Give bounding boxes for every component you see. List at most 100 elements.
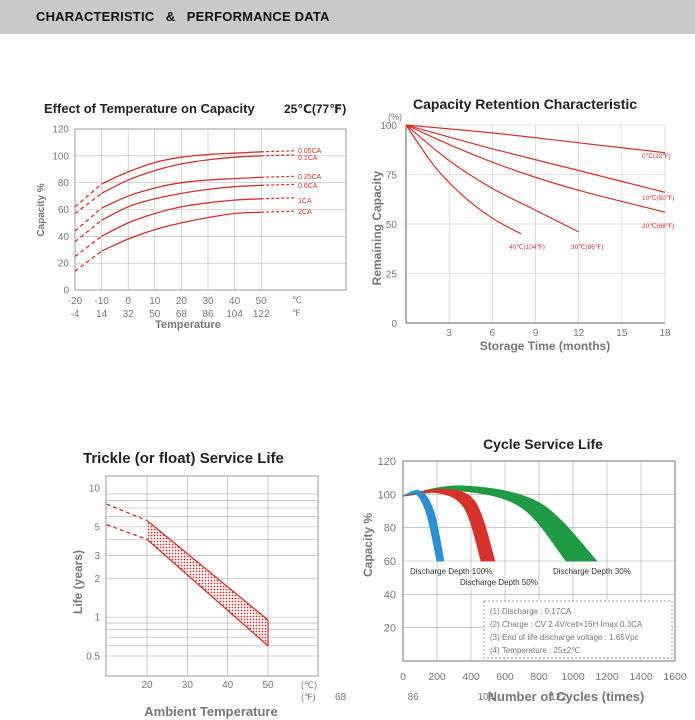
chart1-line-dashed-0.05CA [74,183,103,208]
chart1-line-tail-0.25CA [261,175,295,178]
chart4-y-ticks: 20 40 60 80 100 120 [378,456,396,635]
chart2-line-30℃(86℉) [405,124,579,233]
chart1-x-tick-f: 122 [253,309,270,320]
chart1-x-label: Temperature [155,319,221,331]
chart3-x-ticks-f: 68 86 104 122 [335,692,567,703]
chart4-y-tick-label: 100 [378,489,396,501]
chart4-x-tick-label: 1200 [595,671,619,683]
chart4-x-tick-label: 800 [530,671,548,683]
chart1-x-ticks-f: -4 14 32 50 68 86 104 122 [71,309,270,320]
chart1-series-label: 0.05CA [298,148,322,155]
chart1-line-dashed-0.25CA [74,207,103,232]
chart3-x-tick-f: 86 [408,692,420,703]
chart1-x-tick-f: 14 [96,309,108,320]
chart-temperature-capacity: Effect of Temperature on Capacity 25℃(77… [36,101,347,331]
chart3-frame [105,475,319,677]
chart3-y-ticks: 0.5 1 2 3 5 10 [86,484,100,663]
chart3-x-tick-c: 30 [182,680,194,691]
chart4-x-label: Number of Cycles (times) [488,689,645,704]
chart1-x-tick-c: 0 [125,296,131,307]
chart3-grid [106,476,318,676]
chart1-x-tick-f: 68 [176,309,188,320]
chart1-title-suffix: 25℃(77℉) [284,102,346,116]
chart2-y-tick-label: 75 [386,171,398,182]
chart1-line-tail-0.6CA [261,183,295,186]
chart1-x-tick-c: 10 [149,296,161,307]
chart1-x-tick-c: 40 [229,296,241,307]
chart4-x-tick-label: 1600 [663,671,687,683]
chart1-x-tick-f: -4 [71,309,80,320]
chart1-unit-f: ℉ [292,308,301,318]
chart1-series [74,150,295,272]
chart1-y-tick-label: 60 [58,205,70,216]
chart3-band-upper-line [146,520,269,621]
chart1-x-tick-c: 20 [176,296,188,307]
chart2-y-tick-label: 0 [391,319,397,330]
chart3-x-tick-f: 104 [477,692,494,703]
chart3-y-tick-label: 10 [89,484,101,495]
chart1-line-0.6CA [101,184,262,221]
chart1-line-tail-2CA [261,210,295,213]
chart3-y-tick-label: 0.5 [86,651,100,662]
chart-cycle-life: Cycle Service Life 20 40 60 80 100 120 0 200 40… [361,436,687,704]
chart1-series-label: 2CA [298,209,312,216]
chart4-x-tick-label: 200 [428,671,446,683]
chart-capacity-retention: Capacity Retention Characteristic (%) 0 2… [370,96,674,353]
chart2-y-tick-label: 25 [386,270,398,281]
chart4-y-tick-label: 40 [384,589,396,601]
chart1-y-label: Capacity % [36,183,47,236]
chart3-x-tick-c: 40 [222,680,234,691]
chart2-series-label: 20℃(68℉) [642,222,674,230]
chart4-title: Cycle Service Life [483,436,603,452]
chart2-x-tick-label: 18 [659,328,671,339]
chart1-series-label: 0.25CA [298,174,322,181]
chart4-depth-50-label: Discharge Depth 50% [460,578,538,587]
chart1-y-tick-label: 20 [58,259,70,270]
chart3-y-label: Life (years) [71,550,85,614]
chart1-x-tick-f: 104 [226,309,243,320]
header-bar: CHARACTERISTIC & PERFORMANCE DATA [0,0,695,34]
chart2-x-tick-label: 9 [533,328,539,339]
chart2-y-unit: (%) [388,112,402,122]
chart4-x-tick-label: 1400 [629,671,653,683]
chart4-notes-box [483,600,673,659]
chart2-y-ticks: 0 25 50 75 100 [380,121,397,330]
chart1-x-ticks-c: -20 -10 0 10 20 30 40 50 [68,296,267,307]
chart1-line-dashed-1CA [74,235,102,258]
chart3-y-tick-label: 1 [94,613,100,624]
chart2-x-ticks: 3 6 9 12 15 18 [446,328,671,339]
chart2-x-tick-label: 6 [490,328,496,339]
chart4-x-ticks: 0 200 400 600 800 1000 1200 1400 1600 [400,671,687,683]
chart1-line-dashed-0.1CA [74,192,102,215]
chart1-x-tick-f: 86 [202,309,214,320]
chart4-note-4: (4) Temperature : 25±2℃ [490,646,580,655]
chart4-area-Discharge Depth 50% [402,488,496,562]
chart2-x-tick-label: 3 [446,328,452,339]
chart3-title: Trickle (or float) Service Life [83,450,284,467]
chart4-depth-100-label: Discharge Depth 100% [410,567,492,576]
chart3-y-tick-label: 3 [94,551,100,562]
chart1-line-tail-0.05CA [261,150,295,153]
chart1-line-2CA [101,211,262,252]
chart2-line-40℃(104℉) [405,124,522,235]
chart3-dashed-lower [106,524,148,540]
chart3-x-tick-f: 122 [550,692,567,703]
chart1-line-0.05CA [101,151,262,185]
chart1-series-label: 0.6CA [298,183,318,190]
chart4-x-tick-label: 600 [496,671,514,683]
chart1-line-tail-0.1CA [261,154,295,157]
chart2-series-label: 30℃(86℉) [571,243,603,251]
chart4-note-1: (1) Discharge : 0.17CA [490,607,572,616]
chart-trickle-life: Trickle (or float) Service Life 0.5 1 2 3 5 1… [71,450,567,719]
chart3-y-tick-label: 2 [94,574,100,585]
chart2-series-label: 0℃(32℉) [642,152,671,160]
chart3-y-tick-label: 5 [94,522,100,533]
chart2-series-label: 10℃(50℉) [642,194,674,202]
chart4-depth-30-label: Discharge Depth 30% [553,567,631,576]
chart4-y-tick-label: 80 [384,523,396,535]
chart4-area-Discharge Depth 30% [402,485,598,562]
chart2-y-tick-label: 50 [386,220,398,231]
chart3-dashed-upper [106,503,148,522]
chart2-x-tick-label: 12 [573,328,585,339]
